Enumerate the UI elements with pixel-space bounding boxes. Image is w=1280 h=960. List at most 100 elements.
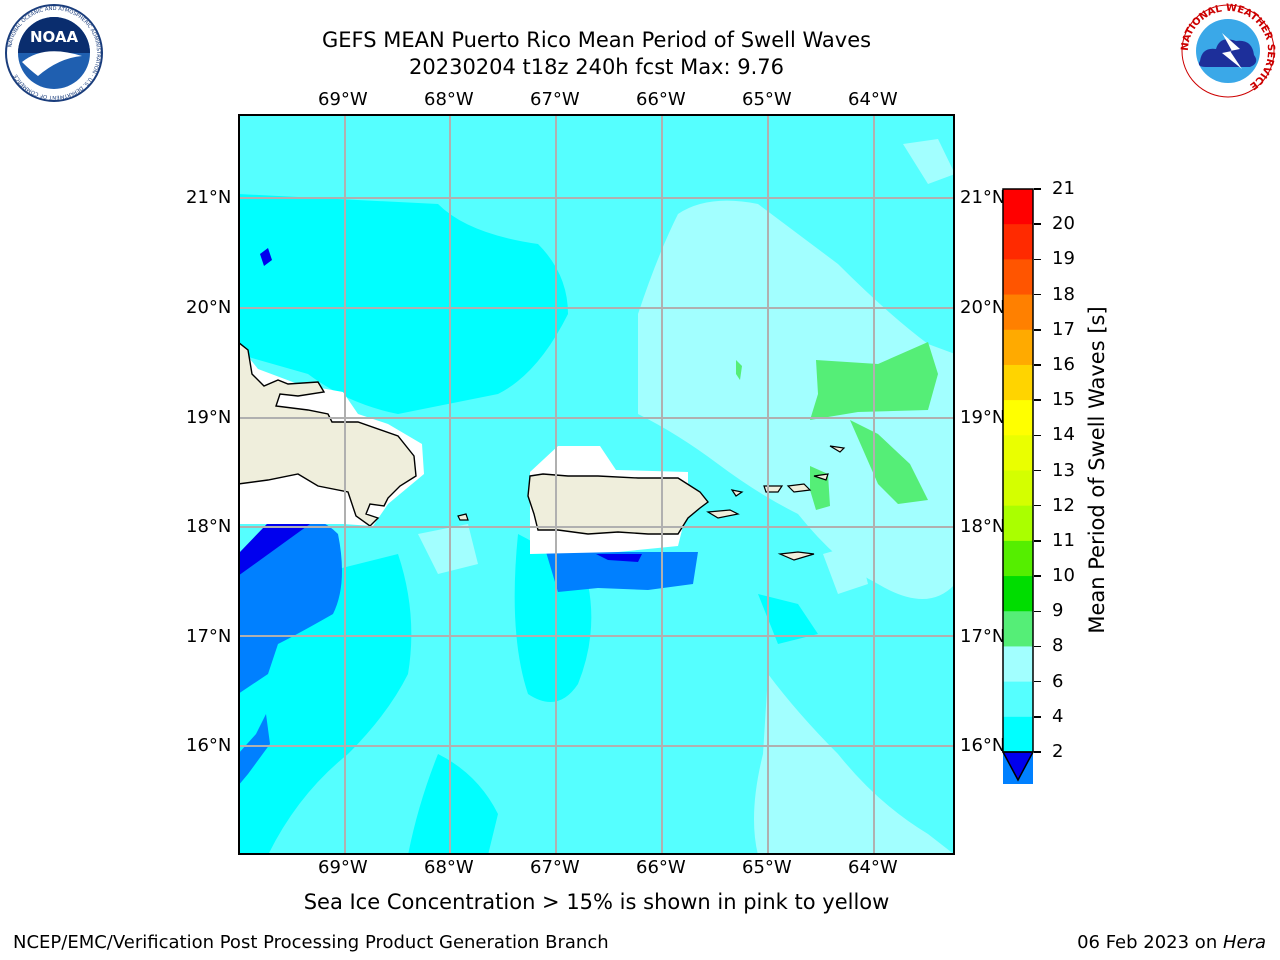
colorbar-band (1003, 646, 1033, 683)
contour-4-6 (408, 754, 498, 854)
colorbar-tick-label: 17 (1052, 318, 1075, 340)
colorbar-tick-mark (1034, 434, 1041, 437)
lon-label-top: 69°W (318, 89, 368, 110)
colorbar-tick-mark (1034, 364, 1041, 366)
colorbar-band (1003, 470, 1033, 507)
colorbar-tick-label: 6 (1052, 670, 1064, 692)
colorbar (1001, 188, 1036, 788)
colorbar-band (1003, 576, 1033, 612)
colorbar-tick-label: 15 (1052, 389, 1075, 411)
land-island (829, 445, 846, 453)
colorbar-tick-mark (1034, 399, 1041, 401)
lat-label-right: 16°N (960, 735, 1006, 756)
lon-label-bottom: 69°W (318, 857, 368, 878)
contour-8-9 (418, 524, 478, 574)
colorbar-tick-mark (1034, 540, 1041, 542)
lon-label-bottom: 68°W (424, 857, 474, 878)
land-island (457, 513, 469, 521)
land-island (777, 551, 815, 561)
colorbar-tick-label: 21 (1052, 178, 1075, 199)
contour-4-6 (758, 594, 818, 644)
land-hispaniola (239, 341, 417, 527)
colorbar-tick-label: 8 (1052, 635, 1064, 657)
colorbar-tick-mark (1034, 610, 1041, 612)
colorbar-band (1003, 681, 1033, 718)
footer-branch: NCEP/EMC/Verification Post Processing Pr… (13, 932, 609, 953)
colorbar-tick-label: 4 (1052, 705, 1064, 727)
colorbar-tick-label: 18 (1052, 283, 1075, 305)
colorbar-tick-label: 2 (1052, 741, 1064, 762)
colorbar-tick-label: 10 (1052, 565, 1075, 587)
nws-logo: NATIONAL WEATHER SERVICE (1178, 3, 1278, 99)
land-island (706, 509, 740, 519)
land-island (786, 483, 812, 493)
lon-label-top: 65°W (742, 89, 792, 110)
footer-date-text: 06 Feb 2023 on (1077, 932, 1223, 953)
lon-label-top: 68°W (424, 89, 474, 110)
contour-2-4 (546, 552, 698, 592)
lon-label-bottom: 65°W (742, 857, 792, 878)
colorbar-tick-label: 9 (1052, 600, 1064, 622)
map-panel (238, 114, 955, 859)
colorbar-tick-mark (1034, 751, 1041, 753)
contour-8-9 (754, 674, 954, 854)
colorbar-band (1003, 259, 1033, 296)
colorbar-band (1003, 716, 1033, 753)
lat-label-right: 17°N (960, 626, 1006, 647)
colorbar-band (1003, 400, 1033, 436)
colorbar-band (1003, 329, 1033, 366)
land-island (730, 489, 744, 497)
colorbar-tick-mark (1034, 504, 1041, 507)
contour-4-6 (239, 194, 568, 414)
lon-label-bottom: 64°W (848, 857, 898, 878)
lat-label-right: 21°N (960, 187, 1006, 208)
colorbar-band (1003, 435, 1033, 471)
noaa-logo-text: NOAA (30, 28, 79, 46)
contour-9-10 (850, 420, 928, 504)
colorbar-tick-mark (1034, 188, 1041, 190)
lat-label-left: 21°N (186, 187, 232, 208)
lat-label-left: 18°N (186, 516, 232, 537)
footer-date: 06 Feb 2023 on Hera (1077, 932, 1266, 953)
lon-label-top: 66°W (636, 89, 686, 110)
land-island (763, 485, 784, 493)
colorbar-tick-mark (1034, 680, 1041, 683)
colorbar-tick-label: 14 (1052, 424, 1075, 446)
colorbar-tick-mark (1034, 293, 1041, 296)
chart-title-line1: GEFS MEAN Puerto Rico Mean Period of Swe… (321, 28, 872, 52)
colorbar-tick-mark (1034, 469, 1041, 472)
colorbar-frame (1002, 188, 1034, 753)
lat-label-left: 16°N (186, 735, 232, 756)
lat-label-left: 20°N (186, 297, 232, 318)
colorbar-tick-label: 13 (1052, 459, 1075, 481)
map-frame (238, 114, 955, 855)
lat-label-left: 17°N (186, 626, 232, 647)
lon-label-top: 67°W (530, 89, 580, 110)
colorbar-tick-label: 20 (1052, 213, 1075, 235)
land-island (813, 473, 829, 481)
footer-host: Hera (1222, 932, 1266, 953)
noaa-logo: NOAA NATIONAL OCEANIC AND ATMOSPHERIC AD… (4, 4, 104, 102)
lat-label-left: 19°N (186, 407, 232, 428)
lon-label-top: 64°W (848, 89, 898, 110)
lat-label-right: 18°N (960, 516, 1006, 537)
chart-title-line2: 20230204 t18z 240h fcst Max: 9.76 (409, 55, 784, 79)
colorbar-tick-mark (1034, 223, 1041, 225)
lon-label-bottom: 67°W (530, 857, 580, 878)
contour-9-10 (736, 360, 742, 380)
colorbar-label: Mean Period of Swell Waves [s] (1085, 306, 1109, 634)
lon-label-bottom: 66°W (636, 857, 686, 878)
contour-below-2 (596, 554, 642, 562)
colorbar-tick-mark (1034, 645, 1041, 648)
colorbar-tick-mark (1034, 258, 1041, 261)
colorbar-band (1003, 540, 1033, 577)
colorbar-tick-label: 19 (1052, 248, 1075, 270)
lat-label-right: 19°N (960, 407, 1006, 428)
colorbar-band (1003, 224, 1033, 260)
colorbar-band (1003, 611, 1033, 647)
colorbar-band (1003, 294, 1033, 331)
graticule (239, 115, 954, 854)
colorbar-tick-mark (1034, 329, 1041, 331)
contour-below-2 (260, 248, 272, 266)
colorbar-band (1003, 189, 1033, 225)
